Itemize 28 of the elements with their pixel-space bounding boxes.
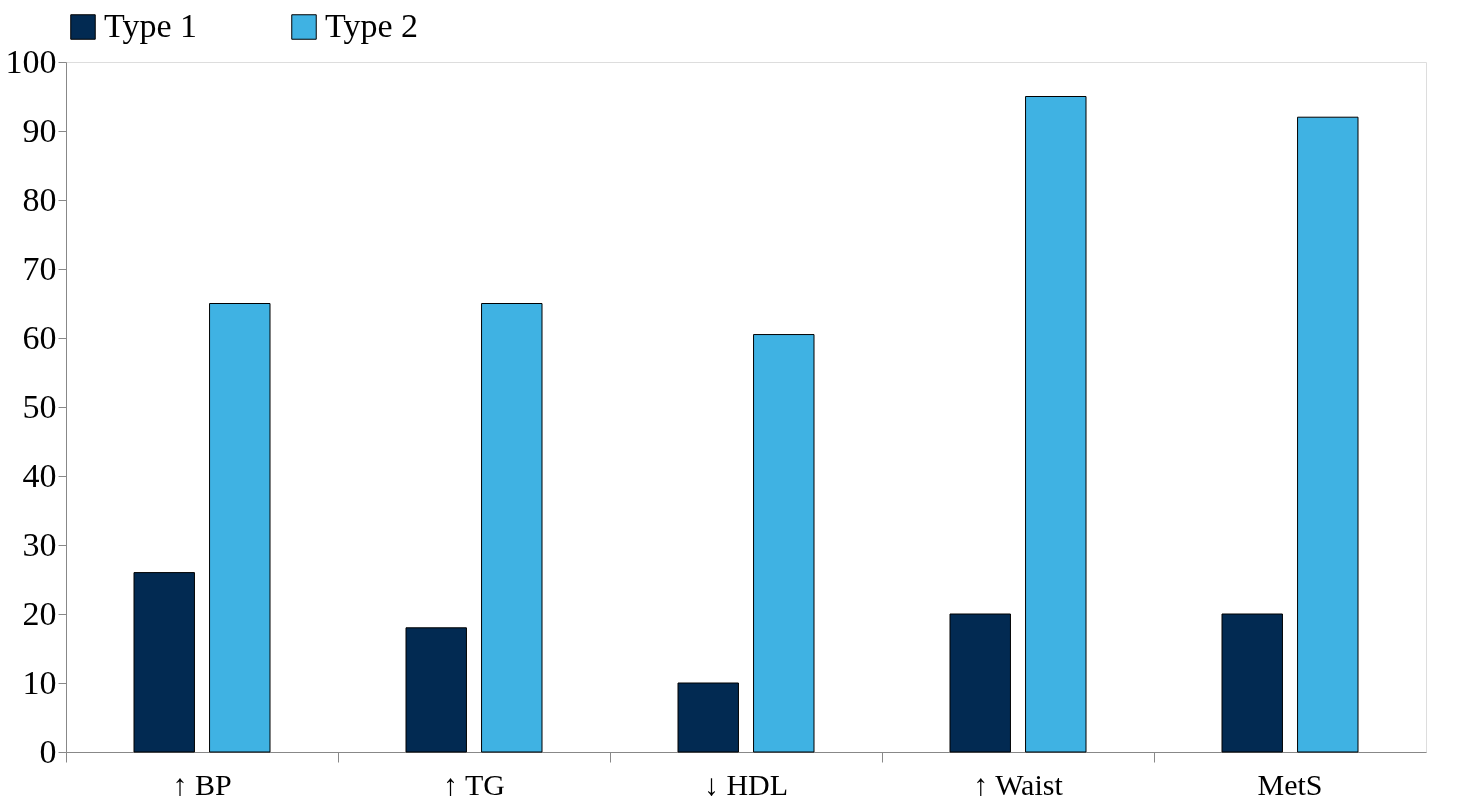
bar	[405, 627, 467, 753]
bar	[133, 572, 195, 753]
y-tick-label: 50	[22, 387, 57, 425]
bar	[949, 613, 1011, 753]
legend-label: Type 1	[104, 7, 197, 44]
y-tick-label: 20	[22, 594, 57, 632]
y-tick-label: 60	[22, 318, 57, 356]
x-tick-label: ↑ Waist	[973, 767, 1064, 801]
y-tick-label: 80	[22, 180, 57, 218]
y-tick-label: 90	[22, 111, 57, 149]
bar	[1297, 116, 1359, 753]
bar	[1221, 613, 1283, 753]
y-tick-label: 10	[22, 663, 57, 701]
y-tick-label: 70	[22, 249, 57, 287]
y-tick-label: 100	[5, 42, 57, 80]
y-tick-label: 40	[22, 456, 57, 494]
bar	[481, 303, 543, 753]
x-tick-label: ↑ TG	[443, 767, 505, 801]
bar	[753, 334, 815, 753]
legend-label: Type 2	[325, 7, 418, 44]
bar	[1025, 96, 1087, 753]
y-tick-label: 0	[39, 732, 57, 770]
x-tick-label: ↓ HDL	[703, 767, 789, 801]
y-tick-label: 30	[22, 525, 57, 563]
bar	[209, 303, 271, 753]
bar	[677, 682, 739, 753]
x-tick-label: MetS	[1257, 767, 1323, 801]
x-tick-label: ↑ BP	[172, 767, 232, 801]
